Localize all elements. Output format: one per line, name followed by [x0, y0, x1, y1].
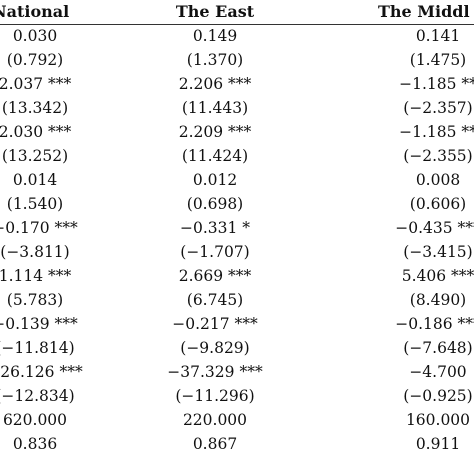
cell-east: (−11.296): [175, 387, 255, 405]
cell-east: 220.000: [182, 411, 248, 429]
cell-middle: 0.008: [415, 171, 461, 189]
table-row: 2.030 *** 2.209 *** −1.185 **: [0, 120, 474, 144]
header-the-east: The East: [175, 2, 255, 21]
cell-national: 2.030 ***: [0, 123, 72, 141]
cell-east: (−1.707): [180, 243, 250, 261]
cell-national: −0.139 ***: [0, 315, 78, 333]
table-row: 0.030 0.149 0.141: [0, 24, 474, 48]
cell-east: 0.867: [192, 435, 238, 453]
cell-east: 2.669 ***: [178, 267, 252, 285]
cell-national: 1.114 ***: [0, 267, 72, 285]
cell-national: (0.792): [6, 51, 64, 69]
table-row: 1.114 *** 2.669 *** 5.406 ***: [0, 264, 474, 288]
table-row: (13.252) (11.424) (−2.355): [0, 144, 474, 168]
cell-middle: (8.490): [409, 291, 467, 309]
cell-national: 0.030: [12, 27, 58, 45]
cell-east: (6.745): [186, 291, 244, 309]
cell-national: 0.836: [12, 435, 58, 453]
cell-middle: (−3.415): [403, 243, 473, 261]
cell-east: 0.149: [192, 27, 238, 45]
table-row: −0.139 *** −0.217 *** −0.186 ***: [0, 312, 474, 336]
table-row: 0.836 0.867 0.911: [0, 432, 474, 456]
cell-middle: 0.141: [415, 27, 461, 45]
cell-middle: (1.475): [409, 51, 467, 69]
table-row: (1.540) (0.698) (0.606): [0, 192, 474, 216]
cell-national: 2.037 ***: [0, 75, 72, 93]
header-national: National: [0, 2, 70, 21]
cell-middle: −1.185 **: [399, 75, 474, 93]
cell-national: −26.126 ***: [0, 363, 83, 381]
cell-east: 0.012: [192, 171, 238, 189]
cell-middle: 0.911: [415, 435, 461, 453]
table-row: (−12.834) (−11.296) (−0.925): [0, 384, 474, 408]
cell-national: (1.540): [6, 195, 64, 213]
cell-east: 2.209 ***: [178, 123, 252, 141]
cell-east: 2.206 ***: [178, 75, 252, 93]
cell-middle: −4.700: [409, 363, 467, 381]
cell-national: −0.170 ***: [0, 219, 78, 237]
cell-east: (11.443): [181, 99, 249, 117]
cell-national: (−12.834): [0, 387, 75, 405]
cell-east: (1.370): [186, 51, 244, 69]
table-row: (5.783) (6.745) (8.490): [0, 288, 474, 312]
header-the-middle: The Middl: [378, 2, 470, 21]
table-header-row: National The East The Middl: [0, 0, 474, 24]
cell-middle: 5.406 ***: [401, 267, 474, 285]
table-row: −26.126 *** −37.329 *** −4.700: [0, 360, 474, 384]
cell-national: (13.252): [1, 147, 69, 165]
cell-middle: −0.435 ***: [395, 219, 474, 237]
cell-middle: −1.185 **: [399, 123, 474, 141]
table-row: (−11.814) (−9.829) (−7.648): [0, 336, 474, 360]
cell-national: (13.342): [1, 99, 69, 117]
table-row: 2.037 *** 2.206 *** −1.185 **: [0, 72, 474, 96]
cell-east: −0.217 ***: [172, 315, 258, 333]
table-row: 620.000 220.000 160.000: [0, 408, 474, 432]
cell-national: (5.783): [6, 291, 64, 309]
cell-middle: (−2.357): [403, 99, 473, 117]
cell-east: −37.329 ***: [167, 363, 263, 381]
cell-east: −0.331 *: [179, 219, 251, 237]
header-rule: [0, 24, 474, 25]
cell-middle: (0.606): [409, 195, 467, 213]
table-row: (0.792) (1.370) (1.475): [0, 48, 474, 72]
cell-national: 620.000: [2, 411, 68, 429]
cell-national: 0.014: [12, 171, 58, 189]
cell-middle: (−7.648): [403, 339, 473, 357]
table-row: (−3.811) (−1.707) (−3.415): [0, 240, 474, 264]
table-row: 0.014 0.012 0.008: [0, 168, 474, 192]
cell-east: (11.424): [181, 147, 249, 165]
cell-national: (−11.814): [0, 339, 75, 357]
table-row: (13.342) (11.443) (−2.357): [0, 96, 474, 120]
cell-middle: (−0.925): [403, 387, 473, 405]
cell-middle: 160.000: [405, 411, 471, 429]
table-row: −0.170 *** −0.331 * −0.435 ***: [0, 216, 474, 240]
cell-middle: −0.186 ***: [395, 315, 474, 333]
cell-middle: (−2.355): [403, 147, 473, 165]
cell-east: (−9.829): [180, 339, 250, 357]
cell-national: (−3.811): [0, 243, 70, 261]
cell-east: (0.698): [186, 195, 244, 213]
